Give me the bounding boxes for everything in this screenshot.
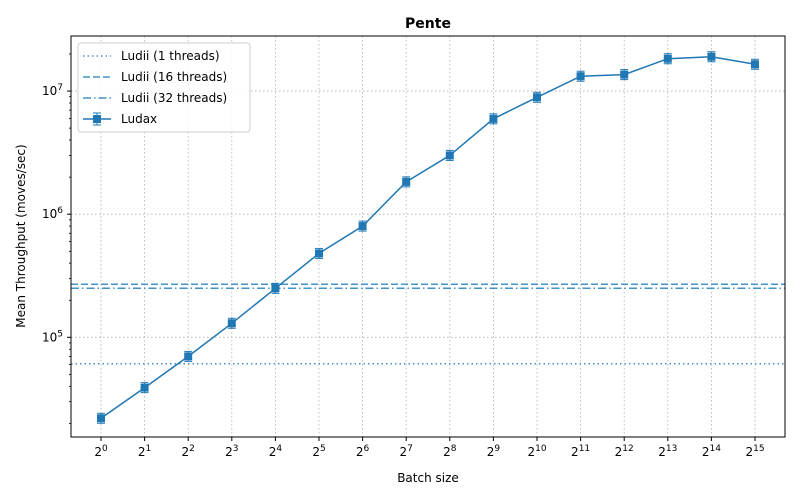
data-point bbox=[489, 114, 498, 123]
legend-label: Ludii (1 threads) bbox=[121, 49, 220, 63]
data-point bbox=[97, 414, 105, 423]
x-axis-ticks: 20 21 22 23 24 25 26 27 28 29 210 211 212 213 214 215 bbox=[94, 437, 765, 459]
chart-title: Pente bbox=[405, 16, 451, 32]
x-tick-label: 215 bbox=[745, 444, 764, 459]
x-tick-label: 214 bbox=[702, 444, 721, 459]
x-tick-label: 23 bbox=[225, 444, 238, 459]
x-tick-label: 28 bbox=[443, 444, 457, 459]
data-point bbox=[402, 177, 411, 186]
x-axis-label: Batch size bbox=[397, 471, 459, 485]
legend-label: Ludax bbox=[121, 112, 157, 126]
legend-label: Ludii (16 threads) bbox=[121, 70, 227, 84]
data-point bbox=[227, 319, 236, 328]
x-tick-label: 210 bbox=[527, 444, 546, 459]
x-tick-label: 20 bbox=[94, 444, 108, 459]
x-tick-label: 21 bbox=[138, 444, 151, 459]
data-point bbox=[140, 383, 149, 392]
x-tick-label: 213 bbox=[658, 444, 677, 459]
legend-label: Ludii (32 threads) bbox=[121, 91, 227, 105]
x-tick-label: 27 bbox=[400, 444, 413, 459]
plot-frame bbox=[70, 35, 786, 438]
y-tick-label: 106 bbox=[42, 206, 63, 221]
data-point bbox=[620, 70, 629, 79]
x-tick-label: 24 bbox=[269, 444, 283, 459]
series-line bbox=[100, 55, 756, 419]
x-tick-label: 22 bbox=[182, 444, 195, 459]
data-point bbox=[663, 54, 672, 63]
data-point bbox=[445, 151, 454, 160]
legend: Ludii (1 threads) Ludii (16 threads) Ludii… bbox=[77, 42, 251, 133]
legend-marker bbox=[93, 115, 101, 123]
x-tick-label: 211 bbox=[571, 444, 590, 459]
y-axis-label: Mean Throughput (moves/sec) bbox=[14, 144, 28, 327]
data-point bbox=[707, 52, 716, 61]
x-tick-label: 29 bbox=[487, 444, 501, 459]
reference-lines bbox=[71, 283, 785, 365]
x-tick-label: 25 bbox=[312, 444, 325, 459]
data-point bbox=[576, 72, 585, 81]
data-point bbox=[271, 284, 280, 293]
y-tick-label: 107 bbox=[42, 83, 63, 98]
y-tick-label: 105 bbox=[42, 329, 63, 344]
data-point bbox=[533, 93, 541, 102]
grid-layer bbox=[71, 36, 785, 437]
data-point bbox=[315, 249, 323, 258]
data-point bbox=[184, 352, 193, 361]
series-layer bbox=[97, 51, 759, 424]
x-tick-label: 26 bbox=[356, 444, 370, 459]
y-axis-ticks: 105 106 107 bbox=[42, 53, 71, 424]
legend-box bbox=[77, 42, 251, 133]
x-tick-label: 212 bbox=[615, 444, 634, 459]
data-point bbox=[358, 222, 367, 231]
data-point bbox=[751, 60, 759, 69]
